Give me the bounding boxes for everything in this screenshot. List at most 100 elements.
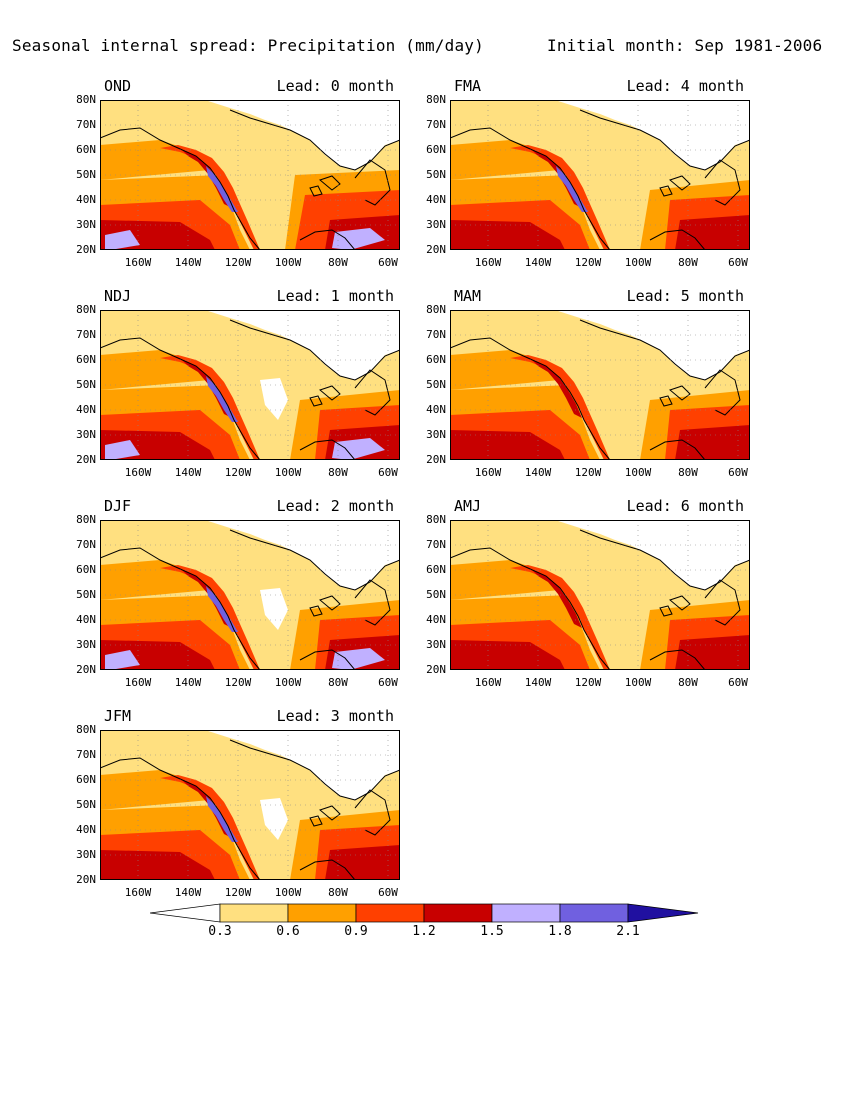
lat-tick-label: 20N [76, 243, 96, 256]
lon-tick-label: 120W [574, 466, 602, 479]
colorbar-tick-label: 0.9 [344, 924, 368, 939]
colorbar-bin [219, 903, 289, 923]
lat-tick-label: 20N [426, 663, 446, 676]
panel-season: OND [104, 77, 132, 95]
colorbar-bin [423, 903, 493, 923]
lon-tick-label: 140W [174, 886, 202, 899]
lat-tick-label: 30N [426, 218, 446, 231]
lon-tick-label: 60W [728, 256, 748, 269]
panel-season: MAM [454, 287, 482, 305]
lat-tick-label: 50N [426, 378, 446, 391]
colorbar-tick-label: 1.2 [412, 924, 436, 939]
colorbar-low-triangle [150, 903, 221, 923]
map-panel-mam: MAM Lead: 5 month 80N 70N 60N 50N 40N 30N 20N 1… [426, 287, 750, 479]
panel-lead: Lead: 3 month [276, 707, 394, 725]
lat-tick-label: 30N [426, 638, 446, 651]
lat-tick-label: 70N [426, 328, 446, 341]
lat-tick-label: 40N [76, 823, 96, 836]
colorbar-tick-label: 0.6 [276, 924, 300, 939]
lon-tick-label: 60W [378, 256, 398, 269]
lat-tick-label: 30N [76, 428, 96, 441]
lon-tick-label: 120W [224, 676, 252, 689]
lon-tick-label: 160W [474, 466, 502, 479]
lat-tick-label: 40N [76, 613, 96, 626]
panel-season: JFM [104, 707, 132, 725]
colorbar-bin [355, 903, 425, 923]
lon-tick-label: 80W [328, 256, 348, 269]
lon-tick-label: 80W [328, 466, 348, 479]
lat-tick-label: 70N [76, 748, 96, 761]
colorbar-bin [559, 903, 629, 923]
colorbar-tick-label: 2.1 [616, 924, 640, 939]
figure-title: Seasonal internal spread: Precipitation … [12, 36, 484, 55]
lat-tick-label: 30N [76, 848, 96, 861]
lat-tick-label: 30N [76, 638, 96, 651]
lon-tick-label: 160W [474, 676, 502, 689]
panel-season: FMA [454, 77, 482, 95]
lat-tick-label: 80N [426, 513, 446, 526]
lon-tick-label: 160W [124, 256, 152, 269]
panel-lead: Lead: 0 month [276, 77, 394, 95]
precipitation-spread-map [450, 310, 750, 460]
lat-tick-label: 30N [76, 218, 96, 231]
colorbar-tick-label: 1.8 [548, 924, 572, 939]
panel-lead: Lead: 2 month [276, 497, 394, 515]
lon-tick-label: 60W [378, 466, 398, 479]
lat-tick-label: 20N [76, 453, 96, 466]
precipitation-spread-map [100, 310, 400, 460]
precipitation-spread-map [100, 100, 400, 250]
lat-tick-label: 40N [426, 613, 446, 626]
lon-tick-label: 120W [224, 256, 252, 269]
lon-tick-label: 120W [574, 676, 602, 689]
panel-lead: Lead: 5 month [626, 287, 744, 305]
precipitation-spread-map [450, 100, 750, 250]
lon-tick-label: 80W [678, 466, 698, 479]
lon-tick-label: 60W [728, 466, 748, 479]
lat-tick-label: 60N [426, 563, 446, 576]
lat-tick-label: 70N [76, 328, 96, 341]
lat-tick-label: 60N [76, 353, 96, 366]
lon-tick-label: 100W [624, 256, 652, 269]
lat-tick-label: 60N [426, 353, 446, 366]
lon-tick-label: 60W [728, 676, 748, 689]
colorbar-tick-label: 1.5 [480, 924, 504, 939]
map-panel-ndj: NDJ Lead: 1 month 80N 70N 60N 50N 40N 30N 20N 1… [76, 287, 400, 479]
colorbar-tick-label: 0.3 [208, 924, 232, 939]
lat-tick-label: 50N [76, 588, 96, 601]
lon-tick-label: 160W [124, 886, 152, 899]
map-panel-ond: OND Lead: 0 month 80N 70N 60N 50N 40N 30N 20N 1… [76, 77, 400, 269]
colorbar-bin [491, 903, 561, 923]
precipitation-spread-map [450, 520, 750, 670]
lat-tick-label: 40N [426, 193, 446, 206]
lat-tick-label: 70N [76, 538, 96, 551]
colorbar-high-triangle [627, 903, 699, 923]
lon-tick-label: 60W [378, 676, 398, 689]
lon-tick-label: 160W [124, 676, 152, 689]
lat-tick-label: 50N [76, 378, 96, 391]
lat-tick-label: 70N [426, 118, 446, 131]
panel-season: AMJ [454, 497, 482, 515]
lat-tick-label: 70N [426, 538, 446, 551]
precipitation-spread-map [100, 730, 400, 880]
lon-tick-label: 120W [574, 256, 602, 269]
lon-tick-label: 80W [678, 256, 698, 269]
map-panel-djf: DJF Lead: 2 month 80N 70N 60N 50N 40N 30N 20N 1… [76, 497, 400, 689]
lon-tick-label: 140W [524, 676, 552, 689]
lat-tick-label: 70N [76, 118, 96, 131]
lon-tick-label: 100W [624, 466, 652, 479]
lon-tick-label: 140W [524, 466, 552, 479]
lon-tick-label: 100W [274, 676, 302, 689]
lat-tick-label: 50N [76, 798, 96, 811]
lat-tick-label: 40N [426, 403, 446, 416]
map-panel-jfm: JFM Lead: 3 month 80N 70N 60N 50N 40N 30N 20N 1… [76, 707, 400, 899]
lat-tick-label: 80N [76, 513, 96, 526]
map-panel-amj: AMJ Lead: 6 month 80N 70N 60N 50N 40N 30N 20N 1… [426, 497, 750, 689]
figure-subtitle: Initial month: Sep 1981-2006 [547, 36, 823, 55]
lat-tick-label: 20N [76, 873, 96, 886]
lat-tick-label: 80N [76, 303, 96, 316]
precipitation-spread-map [100, 520, 400, 670]
lon-tick-label: 100W [274, 886, 302, 899]
lon-tick-label: 140W [174, 466, 202, 479]
lat-tick-label: 60N [76, 773, 96, 786]
lat-tick-label: 40N [76, 403, 96, 416]
